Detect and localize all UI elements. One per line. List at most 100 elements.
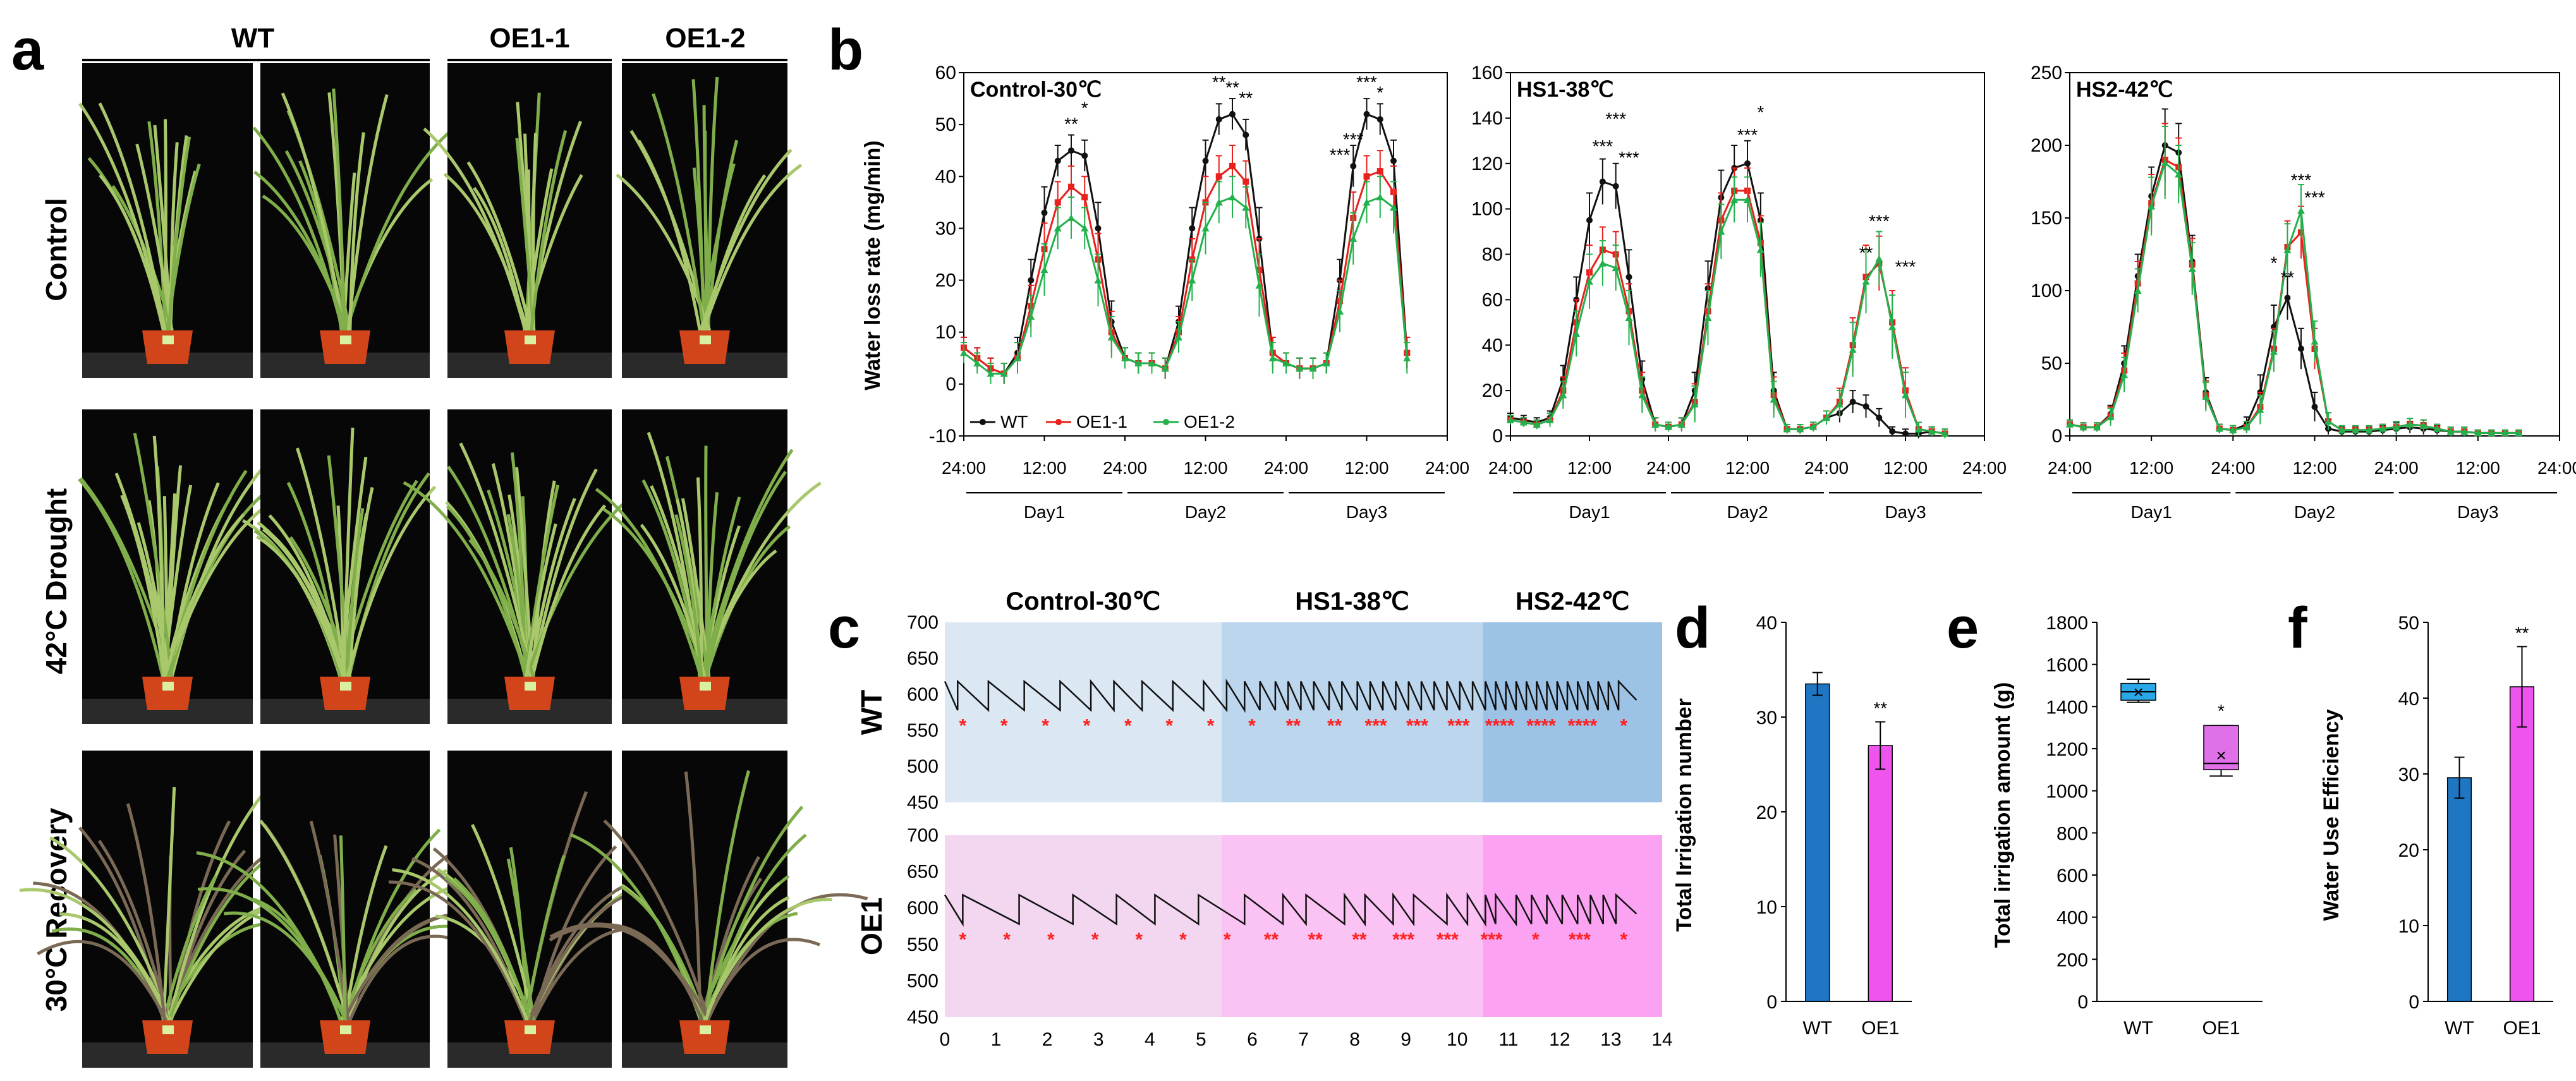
y-tick-label: 60 xyxy=(1482,289,1503,310)
leaf-blade xyxy=(348,934,453,1021)
leaf-blade xyxy=(342,427,355,677)
panel-b-water-loss: b Water loss rate (mg/min) -10 0 10 20 30 40 5… xyxy=(828,18,2576,522)
x-tick-label: 12:00 xyxy=(2456,458,2500,478)
data-point xyxy=(1849,399,1856,406)
column-header-oe1-2: OE1-2 xyxy=(665,23,745,54)
mean-marker: × xyxy=(2133,682,2143,702)
panel-label-a: a xyxy=(11,18,44,82)
data-point xyxy=(1242,131,1249,138)
chart-b-hs1: 0 20 40 60 80 100 120 140 160 24:00 12:00 24:00 12:0… xyxy=(1471,63,2007,522)
chart-c: Control-30℃ HS1-38℃ HS2-42℃450500550600650… xyxy=(855,588,1673,1050)
data-point xyxy=(1809,423,1818,430)
significance-mark: * xyxy=(2270,253,2277,273)
irrigation-mark: * xyxy=(1047,929,1055,950)
panel-f-wue: f Water Use Efficiency 0 10 20 30 40 50 WT OE1 *… xyxy=(2288,596,2553,1039)
significance-mark: * xyxy=(2218,701,2225,720)
data-point xyxy=(1598,259,1607,267)
data-point xyxy=(1027,313,1035,320)
leaf-blade xyxy=(704,896,790,1021)
data-point xyxy=(1028,277,1035,284)
leaf-blade xyxy=(167,136,191,331)
significance-mark: ** xyxy=(1859,243,1873,263)
y-tick-label: 140 xyxy=(1471,108,1503,129)
irrigation-mark: * xyxy=(1000,715,1008,736)
x-tick-label: 9 xyxy=(1400,1029,1411,1050)
e-ylabel: Total irrigation amount (g) xyxy=(1991,682,2015,948)
y-tick-label: 100 xyxy=(1471,199,1503,220)
data-point xyxy=(1107,333,1115,341)
pot-tag xyxy=(340,1025,351,1034)
bar-oe1 xyxy=(2509,686,2535,1002)
day-label: Day2 xyxy=(1185,502,1226,522)
irrigation-mark: **** xyxy=(1526,715,1556,736)
x-tick-label: WT xyxy=(1802,1018,1832,1039)
chart-e: 0 200 400 600 800 1000 1200 1400 1600 1800 × WT × OE1… xyxy=(2046,613,2263,1039)
data-point xyxy=(1902,391,1909,399)
y-tick-label: 400 xyxy=(2057,908,2088,929)
data-point xyxy=(1625,274,1632,281)
irrigation-mark: * xyxy=(1135,929,1143,950)
pot-tag xyxy=(525,1025,536,1034)
data-point xyxy=(1756,246,1765,253)
irrigation-mark: * xyxy=(1179,929,1187,950)
y-tick-label: 550 xyxy=(907,934,939,955)
chart-d: 0 10 20 30 40 WT OE1 ** xyxy=(1756,613,1912,1039)
leaf-blade xyxy=(506,859,535,1021)
leaf-blade xyxy=(345,508,365,677)
data-point xyxy=(1296,365,1304,372)
leaf-blade xyxy=(126,803,166,1021)
data-point xyxy=(2338,426,2346,433)
leaf-blade xyxy=(549,922,710,1022)
pot-tag xyxy=(340,682,351,691)
y-tick-label: 20 xyxy=(935,270,956,291)
x-tick-label: 12:00 xyxy=(1022,458,1066,478)
series-line-oe1-1 xyxy=(963,164,1408,375)
y-tick-label: 40 xyxy=(2398,689,2419,710)
data-point xyxy=(1862,403,1869,410)
data-point xyxy=(2175,171,2183,178)
significance-mark: *** xyxy=(1737,125,1758,145)
panel-label-f: f xyxy=(2288,596,2307,660)
pot-tag xyxy=(162,682,174,691)
phase-band xyxy=(1221,622,1483,802)
significance-mark: ** xyxy=(1873,699,1887,718)
significance-mark: *** xyxy=(1343,130,1364,149)
leaf-blade xyxy=(388,880,527,1021)
data-point xyxy=(1121,354,1129,361)
leaf-blade xyxy=(152,435,165,677)
data-point xyxy=(2093,423,2101,431)
pot-tag xyxy=(340,335,351,344)
leaf-blade xyxy=(700,449,794,677)
chart-b-hs2: 0 50 100 150 200 250 24:00 12:00 24:00 12:00 24:00… xyxy=(2031,63,2576,522)
pot-tag xyxy=(525,682,536,691)
chart-b-control: -10 0 10 20 30 40 50 60 24:00 12:00 24:00 12:00 24:0… xyxy=(929,63,1469,522)
pot-tag xyxy=(162,1025,174,1034)
f-ylabel: Water Use Efficiency xyxy=(2319,709,2343,921)
significance-mark: *** xyxy=(1895,257,1916,276)
y-tick-label: 10 xyxy=(2398,916,2419,937)
bar-wt xyxy=(2446,777,2472,1002)
data-point xyxy=(1215,198,1223,206)
leaf-blade xyxy=(252,897,342,1021)
leaf-blade xyxy=(471,824,535,1021)
series-line-oe1-2 xyxy=(963,196,1408,375)
irrigation-mark: ** xyxy=(1327,715,1342,736)
irrigation-mark: * xyxy=(959,929,967,950)
data-point xyxy=(1928,427,1936,435)
data-point xyxy=(1519,418,1528,426)
data-point xyxy=(2324,418,2333,425)
leaf-blade xyxy=(99,174,165,331)
x-tick-label: 5 xyxy=(1196,1029,1206,1050)
phase-band xyxy=(1221,835,1483,1017)
data-point xyxy=(1094,276,1102,284)
data-point xyxy=(2352,426,2360,433)
panel-a-photos: a WT OE1-1 OE1-2 Control 42°C Drought 30… xyxy=(11,18,868,1068)
significance-mark: ** xyxy=(2515,623,2529,643)
significance-mark: ** xyxy=(1064,114,1078,133)
data-point xyxy=(2148,202,2156,210)
irrigation-mark: * xyxy=(1248,715,1256,736)
phase-label: Control-30℃ xyxy=(1005,588,1160,615)
day-label: Day3 xyxy=(1346,502,1387,522)
pot-tag xyxy=(700,335,711,344)
data-point xyxy=(1054,199,1061,206)
